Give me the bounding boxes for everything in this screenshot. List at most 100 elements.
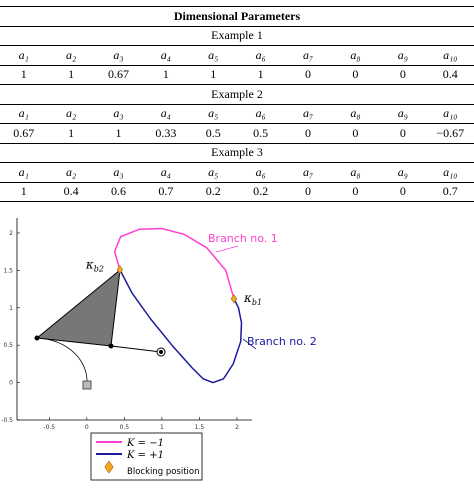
param-header: a₄ xyxy=(142,45,190,65)
example-row: Example 3 xyxy=(0,142,474,163)
legend-label: Blocking position xyxy=(127,467,200,477)
y-tick-label: 1 xyxy=(9,305,13,312)
kappa-subscript: b2 xyxy=(94,265,104,274)
example-label: Example 1 xyxy=(0,25,474,46)
table-title: Dimensional Parameters xyxy=(0,6,474,26)
branch-curve xyxy=(119,269,243,384)
param-value: 0.6 xyxy=(94,181,143,202)
blocking-label: κb1 xyxy=(243,291,262,307)
joint xyxy=(34,335,40,341)
y-tick-label: 0 xyxy=(9,380,13,387)
param-header: a₅ xyxy=(189,103,237,124)
branch-annotation: Branch no. 1 xyxy=(208,232,278,245)
param-header: a₁ xyxy=(0,162,48,182)
param-value: 1 xyxy=(0,64,48,85)
param-value: 1 xyxy=(0,181,48,202)
param-value: 0 xyxy=(331,123,380,143)
param-value: 1 xyxy=(142,64,190,85)
param-header: a₂ xyxy=(47,45,95,65)
y-tick-label: -0.5 xyxy=(1,417,13,424)
param-header: a₆ xyxy=(236,103,285,124)
example-label: Example 3 xyxy=(0,142,474,163)
param-header: a₈ xyxy=(331,162,380,182)
legend-label: K = −1 xyxy=(126,438,164,449)
header-row: a₁ a₂ a₃ a₄ a₅ a₆ a₇ a₈ a₉ a₁₀ xyxy=(0,103,474,124)
pivot-center xyxy=(159,350,163,354)
param-header: a₉ xyxy=(379,162,427,182)
param-header: a₅ xyxy=(189,162,237,182)
param-value: 0.5 xyxy=(189,123,237,143)
param-header: a₂ xyxy=(47,162,95,182)
param-value: −0.67 xyxy=(426,123,474,143)
example-label: Example 2 xyxy=(0,84,474,104)
param-header: a₁ xyxy=(0,45,48,65)
joint xyxy=(108,343,114,349)
param-value: 0 xyxy=(284,123,332,143)
param-header: a₇ xyxy=(284,45,332,65)
param-header: a₃ xyxy=(94,103,143,124)
param-value: 0 xyxy=(379,64,427,85)
parameter-table: Dimensional Parameters Example 1 a₁ a₂ a₃ a₄ a… xyxy=(0,6,474,202)
param-value: 1 xyxy=(47,64,95,85)
y-tick-label: 1.5 xyxy=(3,267,13,274)
param-header: a₆ xyxy=(236,162,285,182)
header-row: a₁ a₂ a₃ a₄ a₅ a₆ a₇ a₈ a₉ a₁₀ xyxy=(0,162,474,182)
param-value: 0.2 xyxy=(236,181,285,202)
param-value: 0.5 xyxy=(236,123,285,143)
param-value: 1 xyxy=(94,123,143,143)
value-row: 0.67 1 1 0.33 0.5 0.5 0 0 0 −0.67 xyxy=(0,123,474,143)
param-header: a₅ xyxy=(189,45,237,65)
bar-link xyxy=(110,345,162,353)
x-tick-label: 1 xyxy=(160,424,164,431)
param-header: a₉ xyxy=(379,103,427,124)
x-tick-label: 1.5 xyxy=(195,424,205,431)
x-tick-label: 2 xyxy=(235,424,239,431)
y-tick-label: 2 xyxy=(9,230,13,237)
x-tick-label: -0.5 xyxy=(43,424,55,431)
param-value: 0 xyxy=(379,181,427,202)
param-value: 0.4 xyxy=(426,64,474,85)
param-value: 0 xyxy=(331,181,380,202)
title-row: Dimensional Parameters xyxy=(0,6,474,26)
header-row: a₁ a₂ a₃ a₄ a₅ a₆ a₇ a₈ a₉ a₁₀ xyxy=(0,45,474,65)
value-row: 1 1 0.67 1 1 1 0 0 0 0.4 xyxy=(0,64,474,85)
branch-annotation: Branch no. 2 xyxy=(247,335,317,348)
annotation-arrow xyxy=(215,245,239,253)
param-header: a₁ xyxy=(0,103,48,124)
value-row: 1 0.4 0.6 0.7 0.2 0.2 0 0 0 0.7 xyxy=(0,181,474,202)
ground-block xyxy=(82,380,92,390)
param-value: 1 xyxy=(189,64,237,85)
legend-marker xyxy=(104,460,114,474)
param-header: a₉ xyxy=(379,45,427,65)
param-header: a₄ xyxy=(142,162,190,182)
example-row: Example 1 xyxy=(0,25,474,46)
param-value: 1 xyxy=(47,123,95,143)
param-header: a₄ xyxy=(142,103,190,124)
blocking-label: κb2 xyxy=(85,258,104,274)
param-value: 1 xyxy=(236,64,285,85)
param-header: a₈ xyxy=(331,103,380,124)
param-value: 0.7 xyxy=(142,181,190,202)
x-tick-label: 0.5 xyxy=(120,424,130,431)
param-value: 0 xyxy=(284,181,332,202)
blocking-marker xyxy=(116,265,124,275)
param-value: 0.33 xyxy=(142,123,190,143)
param-header: a₁₀ xyxy=(426,103,474,124)
kappa-subscript: b1 xyxy=(252,298,262,307)
branch-curve xyxy=(113,227,235,300)
crank-path xyxy=(36,337,88,384)
param-header: a₃ xyxy=(94,45,143,65)
param-header: a₁₀ xyxy=(426,162,474,182)
kappa-symbol: κ xyxy=(243,291,252,305)
legend-label: K = +1 xyxy=(126,450,164,461)
param-header: a₃ xyxy=(94,162,143,182)
param-header: a₆ xyxy=(236,45,285,65)
param-value: 0.7 xyxy=(426,181,474,202)
param-value: 0.67 xyxy=(94,64,143,85)
param-value: 0.67 xyxy=(0,123,48,143)
param-value: 0 xyxy=(331,64,380,85)
param-value: 0.4 xyxy=(47,181,95,202)
x-tick-label: 0 xyxy=(85,424,89,431)
